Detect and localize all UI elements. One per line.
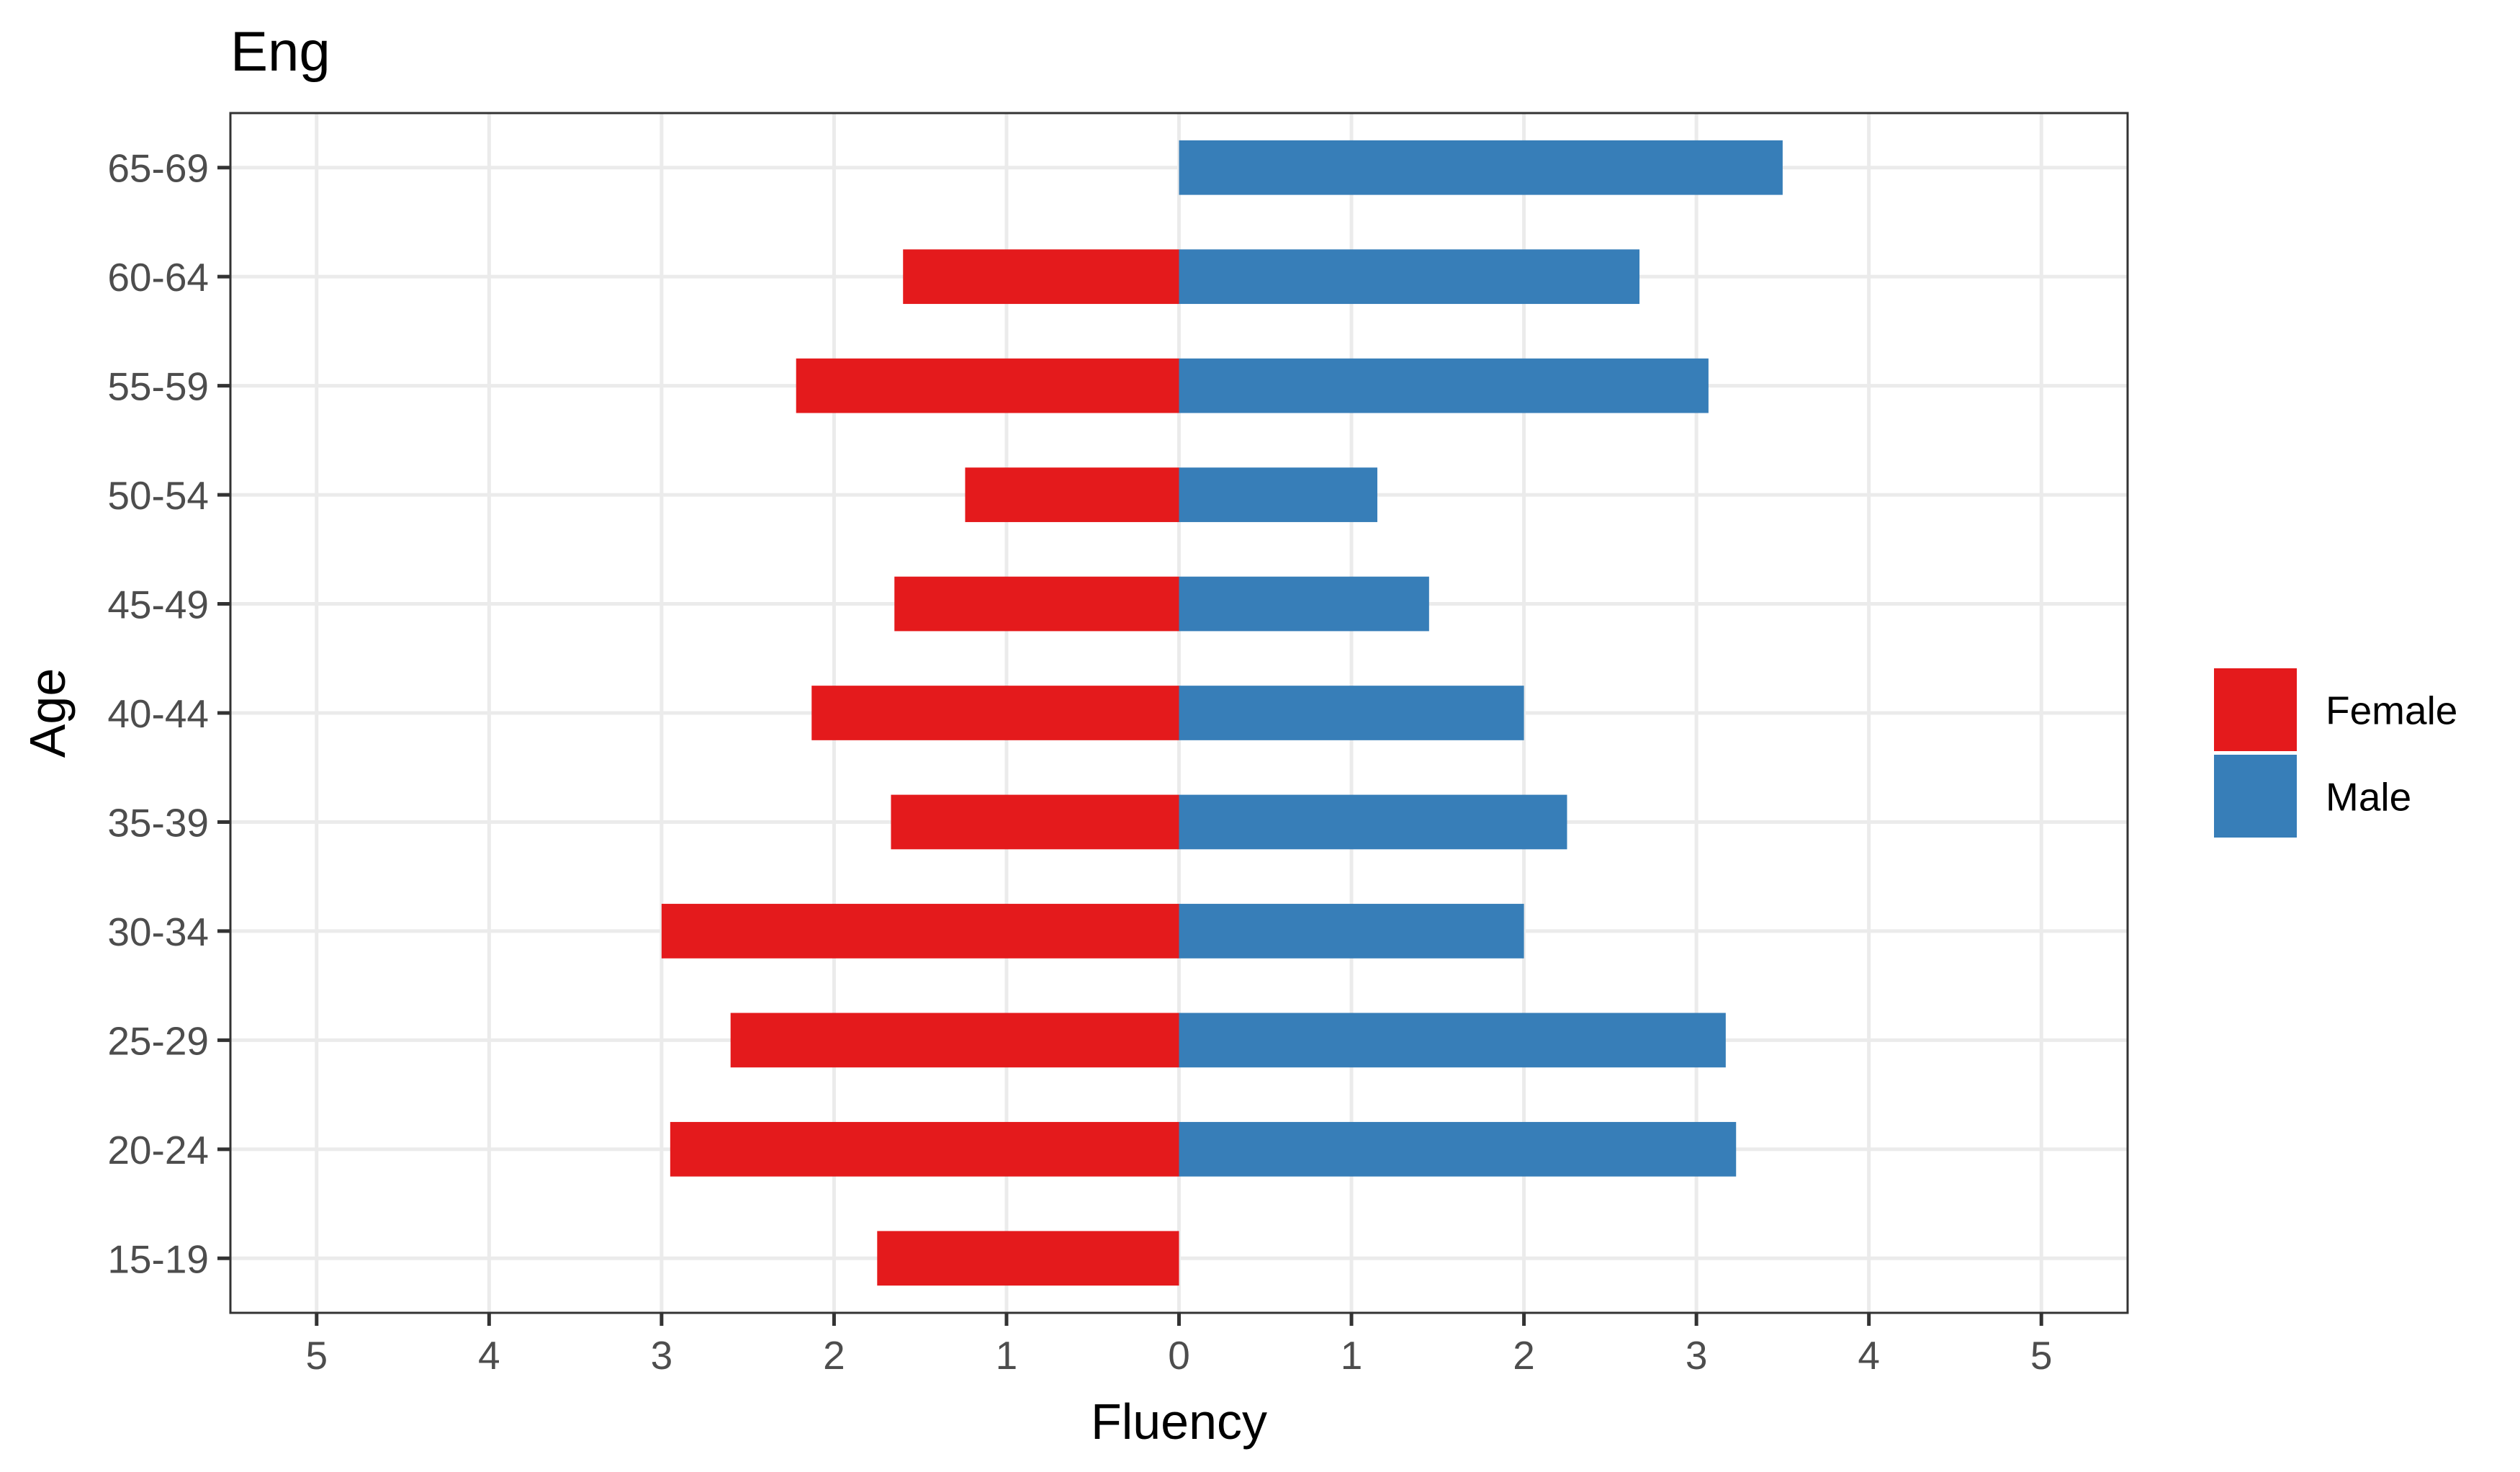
- bar-female-50-54: [965, 467, 1179, 522]
- y-tick-label: 60-64: [107, 255, 209, 300]
- x-tick-label: 3: [1686, 1333, 1708, 1378]
- x-tick-label: 2: [1513, 1333, 1535, 1378]
- bar-female-55-59: [796, 358, 1179, 413]
- bar-female-45-49: [894, 576, 1179, 632]
- bar-female-30-34: [661, 904, 1179, 959]
- y-tick-label: 15-19: [107, 1237, 209, 1281]
- bar-female-35-39: [891, 794, 1179, 850]
- x-tick-label: 2: [823, 1333, 845, 1378]
- bar-female-15-19: [877, 1231, 1179, 1286]
- bar-male-25-29: [1179, 1013, 1726, 1068]
- legend-label-male: Male: [2326, 775, 2411, 820]
- y-tick-label: 40-44: [107, 691, 209, 736]
- x-axis-title: Fluency: [1091, 1394, 1267, 1450]
- bar-male-60-64: [1179, 249, 1640, 305]
- y-tick-label: 30-34: [107, 910, 209, 954]
- axes: 15-19 20-24 25-29 30-34 35-39 40-44 45-49 50-54…: [107, 146, 2052, 1378]
- bar-male-20-24: [1179, 1121, 1737, 1177]
- x-tick-label: 5: [2030, 1333, 2053, 1378]
- bar-female-20-24: [670, 1121, 1179, 1177]
- bar-male-50-54: [1179, 467, 1377, 522]
- bar-female-40-44: [811, 686, 1179, 740]
- y-axis-title: Age: [19, 668, 76, 758]
- y-tick-label: 45-49: [107, 583, 209, 627]
- bar-female-25-29: [730, 1013, 1179, 1068]
- y-tick-label: 65-69: [107, 146, 209, 191]
- bar-male-65-69: [1179, 140, 1783, 195]
- x-tick-label: 4: [478, 1333, 500, 1378]
- legend-key-male: [2214, 755, 2297, 838]
- y-tick-label: 35-39: [107, 800, 209, 845]
- x-tick-label: 3: [651, 1333, 673, 1378]
- legend-key-female: [2214, 668, 2297, 751]
- x-tick-label: 4: [1858, 1333, 1880, 1378]
- bars: [661, 140, 1783, 1286]
- legend-label-female: Female: [2326, 688, 2457, 733]
- bar-female-60-64: [903, 249, 1179, 305]
- x-tick-label: 1: [1341, 1333, 1363, 1378]
- chart-title: Eng: [230, 19, 330, 83]
- x-tick-label: 0: [1168, 1333, 1190, 1378]
- x-tick-label: 5: [305, 1333, 328, 1378]
- y-tick-label: 55-59: [107, 364, 209, 409]
- y-tick-label: 25-29: [107, 1018, 209, 1063]
- bar-male-45-49: [1179, 576, 1429, 632]
- x-tick-label: 1: [996, 1333, 1018, 1378]
- bar-male-30-34: [1179, 904, 1524, 959]
- bar-male-55-59: [1179, 358, 1709, 413]
- legend: Female Male: [2214, 668, 2457, 838]
- y-tick-label: 20-24: [107, 1128, 209, 1172]
- bar-male-35-39: [1179, 794, 1567, 850]
- y-tick-label: 50-54: [107, 473, 209, 518]
- bar-male-40-44: [1179, 686, 1524, 740]
